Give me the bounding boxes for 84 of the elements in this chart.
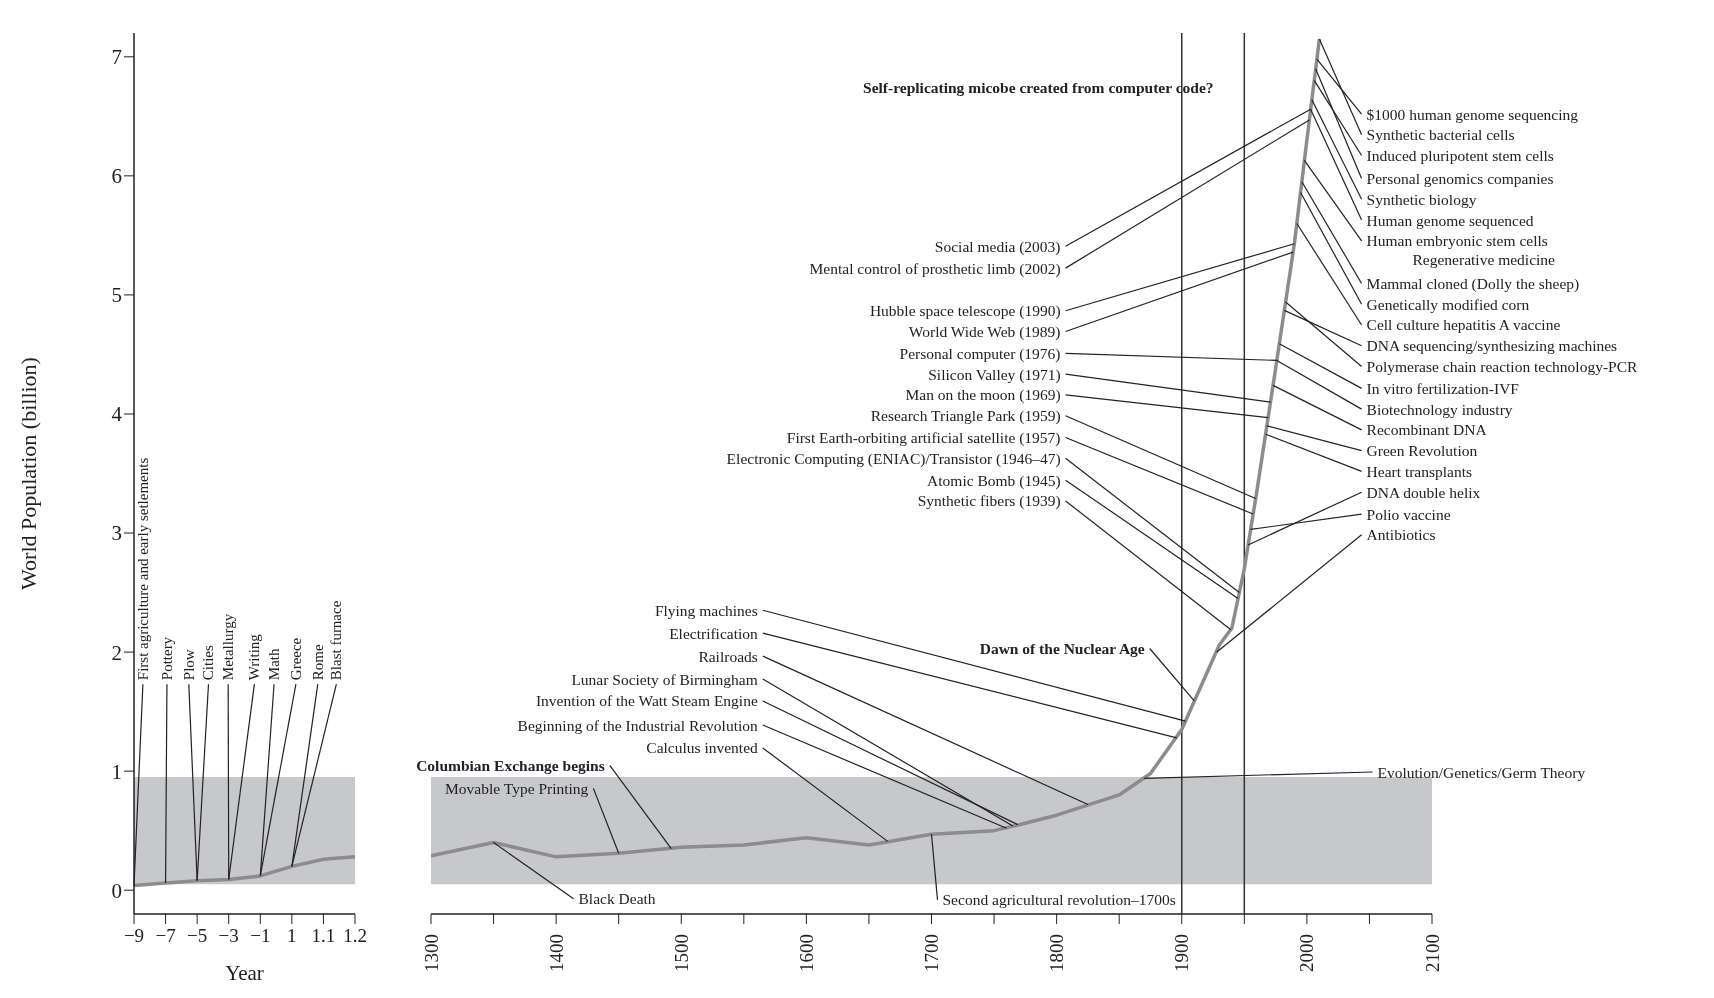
annotation: Induced pluripotent stem cells [1366, 147, 1554, 165]
annotation: Cities [200, 645, 217, 681]
x-tick-label: 1800 [1046, 934, 1068, 972]
x-tick-label: −7 [155, 925, 176, 946]
annotation: Genetically modified corn [1366, 295, 1530, 313]
x-tick-label: 1900 [1171, 934, 1193, 972]
x-tick-label: −1 [250, 925, 271, 946]
y-tick-label: 0 [111, 878, 122, 903]
annotation: Writing [246, 633, 263, 681]
annotation: Synthetic bacterial cells [1366, 126, 1515, 144]
annotation: Man on the moon (1969) [905, 386, 1061, 405]
y-tick-label: 3 [111, 521, 122, 546]
x-tick-label: −3 [218, 925, 239, 946]
annotation: Green Revolution [1366, 442, 1478, 460]
annotation: Polymerase chain reaction technology-PCR [1366, 358, 1639, 375]
annotation: Lunar Society of Birmingham [571, 670, 758, 688]
annotation: Social media (2003) [934, 237, 1061, 256]
annotation: Metallurgy [220, 613, 237, 681]
annotation: Plow [180, 649, 197, 681]
annotation: Black Death [578, 890, 656, 908]
y-tick-label: 2 [111, 640, 122, 665]
annotation: Biotechnology industry [1366, 400, 1513, 418]
annotation: World Wide Web (1989) [908, 323, 1061, 342]
x-tick-label: 1.2 [343, 925, 367, 946]
annotation: Personal computer (1976) [899, 344, 1061, 363]
annotation: Antibiotics [1366, 526, 1436, 544]
y-tick-label: 5 [111, 283, 122, 308]
annotation: Beginning of the Industrial Revolution [517, 716, 759, 734]
x-tick-label: 2100 [1421, 934, 1443, 972]
x-axis-title: Year [225, 961, 264, 985]
x-tick-label: 1300 [420, 934, 442, 972]
annotation: Evolution/Genetics/Germ Theory [1377, 763, 1586, 781]
x-tick-label: 1500 [670, 934, 692, 972]
annotation: Human genome sequenced [1366, 211, 1534, 229]
x-tick-label: 1600 [795, 934, 817, 972]
y-tick-label: 4 [111, 402, 123, 427]
y-tick-label: 7 [111, 45, 122, 70]
x-tick-label: 1400 [545, 934, 567, 972]
annotation: Dawn of the Nuclear Age [979, 640, 1145, 657]
annotation: Hubble space telescope (1990) [869, 302, 1061, 321]
x-tick-label: 1700 [921, 934, 942, 972]
annotation: Invention of the Watt Steam Engine [535, 692, 758, 710]
x-tick-label: −5 [187, 925, 208, 946]
annotation: Personal genomics companies [1366, 170, 1554, 188]
x-tick-label: 2000 [1296, 934, 1318, 972]
annotation: Silicon Valley (1971) [928, 365, 1061, 384]
annotation: Mental control of prosthetic limb (2002) [809, 259, 1061, 278]
annotation: Railroads [698, 647, 758, 665]
annotation: Research Triangle Park (1959) [870, 407, 1061, 426]
annotation: Math [266, 648, 283, 681]
annotation: Blast furnace [328, 600, 345, 681]
annotation: Heart transplants [1366, 462, 1473, 480]
annotation: Synthetic biology [1366, 190, 1477, 208]
annotation: Electronic Computing (ENIAC)/Transistor (1946–47) [726, 449, 1061, 468]
x-tick-label: 1 [287, 925, 297, 946]
annotation: DNA double helix [1366, 483, 1481, 501]
annotation: Cell culture hepatitis A vaccine [1366, 316, 1561, 334]
x-tick-label: 1.1 [311, 925, 336, 946]
x-tick-label: −9 [123, 925, 145, 946]
annotation: Second agricultural revolution–1700s [942, 891, 1176, 909]
annotation: In vitro fertilization-IVF [1366, 379, 1520, 397]
y-tick-label: 6 [111, 164, 122, 189]
annotation: DNA sequencing/synthesizing machines [1366, 337, 1618, 355]
annotation: First agriculture and early setlements [134, 457, 151, 681]
annotation: Polio vaccine [1366, 505, 1451, 523]
annotation: Recombinant DNA [1366, 421, 1488, 439]
annotation: Rome [309, 644, 326, 681]
annotation: Regenerative medicine [1412, 250, 1556, 268]
annotation: Columbian Exchange begins [416, 756, 605, 774]
y-axis-title: World Population (billion) [15, 357, 41, 590]
annotation: Calculus invented [646, 739, 759, 757]
annotation: Movable Type Printing [445, 779, 589, 797]
annotation: Atomic Bomb (1945) [927, 471, 1061, 490]
y-tick-label: 1 [111, 759, 122, 784]
annotation: Human embryonic stem cells [1366, 232, 1548, 250]
annotation: $1000 human genome sequencing [1366, 105, 1579, 123]
annotation: Greece [287, 637, 304, 681]
annotation: First Earth-orbiting artificial satellite (1957) [786, 429, 1061, 448]
annotation: Pottery [158, 636, 175, 681]
line-series [134, 855, 355, 888]
annotation: Electrification [669, 624, 759, 642]
annotation: Flying machines [654, 601, 758, 619]
annotation: Synthetic fibers (1939) [917, 492, 1061, 511]
annotation: Mammal cloned (Dolly the sheep) [1366, 274, 1580, 293]
